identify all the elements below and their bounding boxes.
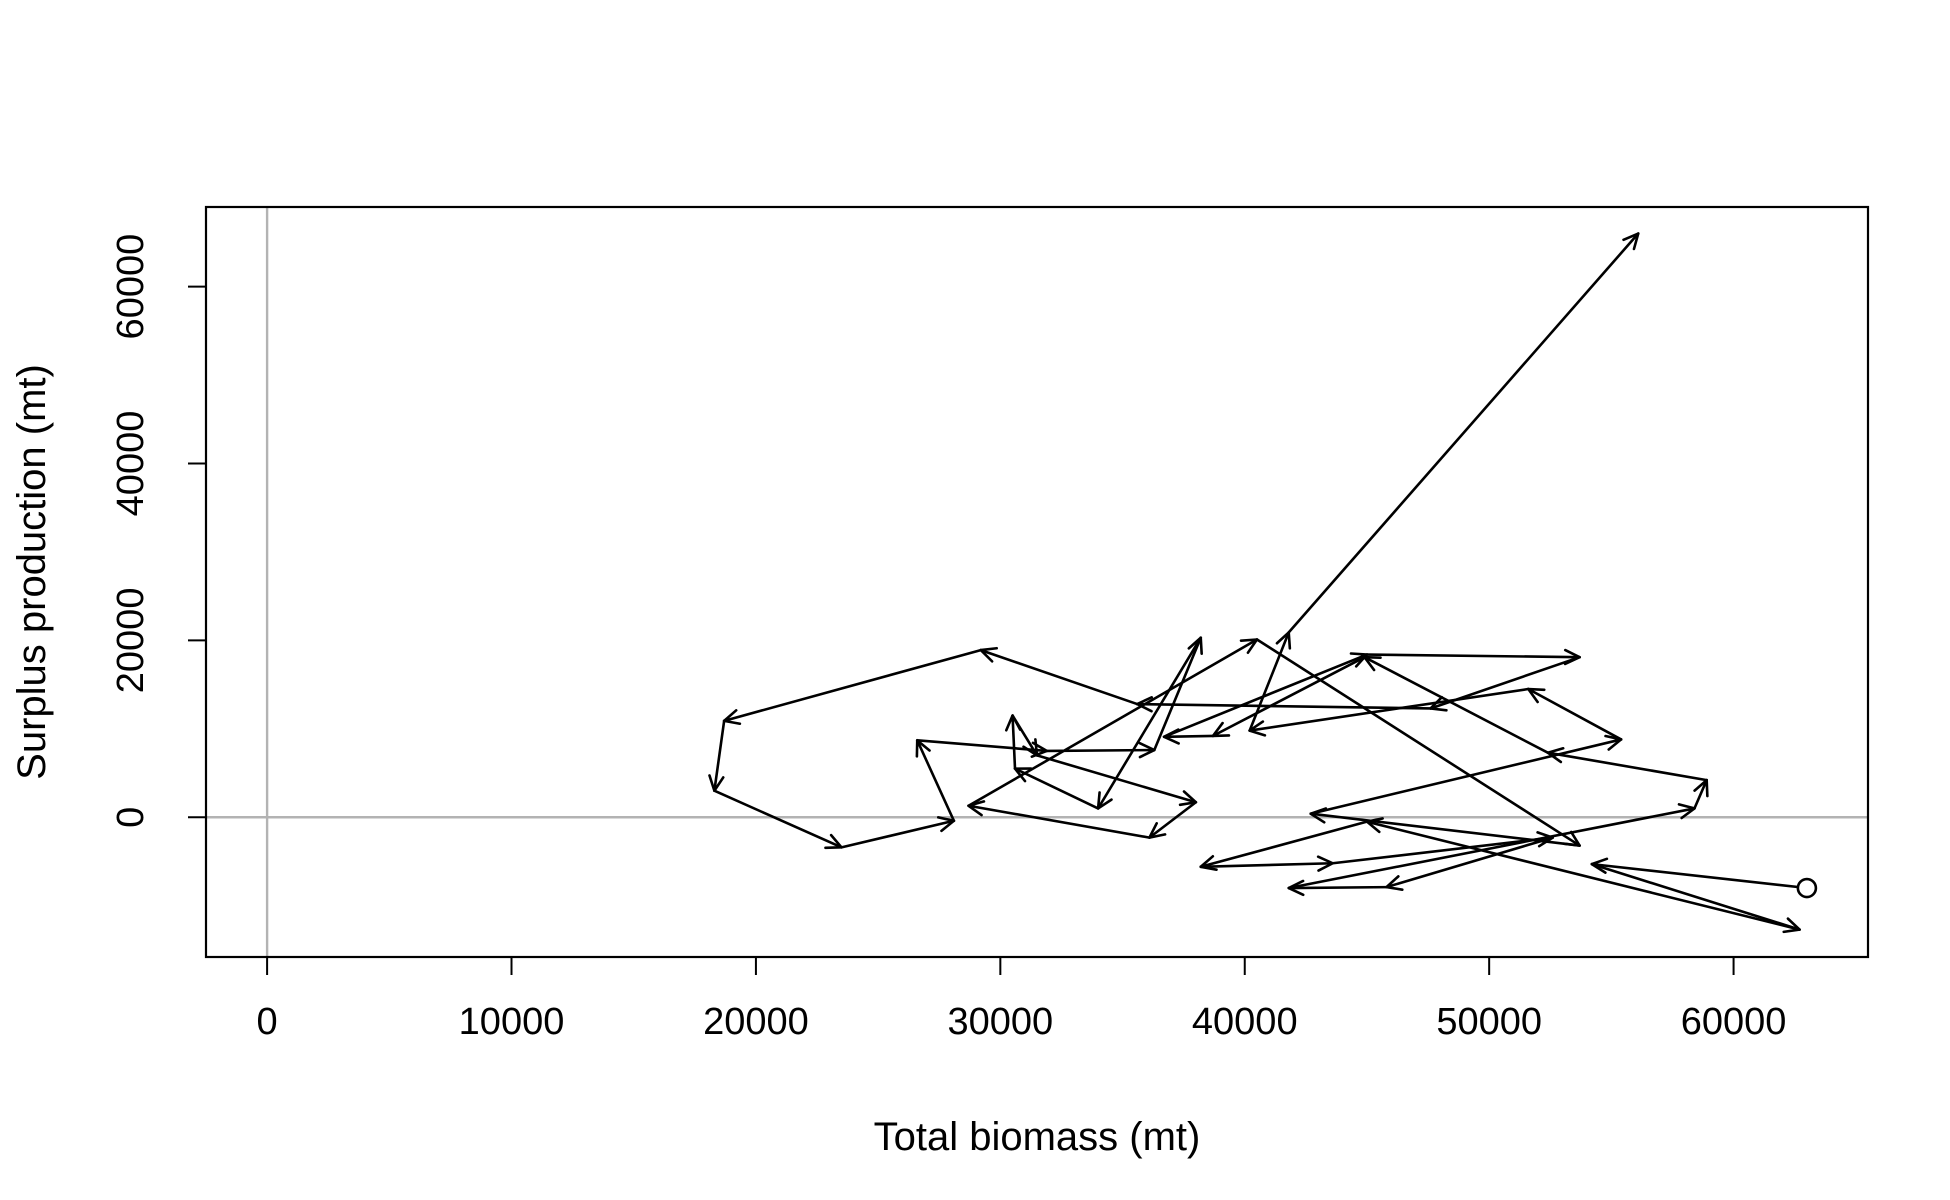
trajectory-segment — [967, 804, 1151, 839]
arrowhead — [1022, 738, 1039, 757]
trajectory-segment — [1199, 820, 1369, 869]
trajectory-segment — [1162, 734, 1215, 739]
trajectory-segment — [915, 739, 956, 823]
trajectory-segment — [1331, 836, 1555, 865]
trajectory-segment — [713, 719, 726, 793]
x-tick-label: 10000 — [459, 1001, 565, 1043]
trajectory-segment — [1011, 714, 1039, 757]
trajectory-segment — [713, 789, 843, 849]
trajectory-series — [708, 232, 1818, 934]
x-axis: 0 10000 20000 30000 40000 50000 60000 — [257, 956, 1787, 1043]
x-tick-label: 50000 — [1436, 1001, 1542, 1043]
x-tick-label: 40000 — [1192, 1001, 1298, 1043]
trajectory-segment — [1287, 807, 1696, 890]
y-tick-label: 40000 — [110, 411, 152, 517]
x-tick-label: 30000 — [948, 1001, 1054, 1043]
trajectory-segment — [1287, 232, 1640, 634]
trajectory-segment — [1035, 754, 1198, 804]
trajectory-segment — [1287, 885, 1388, 890]
trajectory-segment — [1693, 778, 1708, 810]
trajectory-segment — [967, 638, 1259, 808]
trajectory-segment — [1590, 862, 1801, 931]
x-tick-label: 20000 — [703, 1001, 809, 1043]
y-tick-label: 20000 — [110, 588, 152, 694]
trajectory-segment — [1162, 653, 1369, 739]
trajectory-segment — [1096, 636, 1203, 810]
trajectory-segment — [1013, 767, 1100, 810]
trajectory-segment — [1546, 751, 1708, 782]
trajectory-segment — [1526, 687, 1623, 741]
trajectory-segment — [722, 648, 983, 723]
trajectory-segment — [1011, 714, 1017, 770]
trajectory-segment — [1255, 638, 1581, 847]
trajectory-segment — [1365, 653, 1581, 659]
trajectory-segment — [1590, 862, 1809, 890]
trajectory-segment — [979, 648, 1139, 706]
y-tick-label: 60000 — [110, 234, 152, 340]
trajectory-segment — [1248, 687, 1530, 732]
trajectory-segment — [1199, 861, 1335, 869]
trajectory-segment — [1363, 655, 1550, 754]
trajectory-segment — [840, 819, 956, 849]
y-axis: 0 20000 40000 60000 — [110, 234, 207, 828]
trajectory-segment — [1148, 800, 1198, 839]
x-tick-label: 0 — [257, 1001, 278, 1043]
x-axis-title: Total biomass (mt) — [874, 1115, 1201, 1159]
trajectory-segment — [1309, 812, 1581, 847]
trajectory-segment — [1248, 631, 1291, 732]
plot-frame — [204, 205, 1870, 959]
trajectory-segment — [1309, 738, 1623, 816]
trajectory-segment — [1211, 655, 1366, 738]
trajectory-segment — [1385, 836, 1555, 889]
trajectory-segment — [1135, 702, 1432, 710]
trajectory-segment — [1365, 820, 1801, 931]
x-tick-label: 60000 — [1681, 1001, 1787, 1043]
y-tick-label: 0 — [110, 807, 152, 828]
arrowhead — [1622, 232, 1640, 251]
y-axis-title: Surplus production (mt) — [10, 364, 54, 780]
reference-lines — [206, 207, 1868, 957]
start-point-marker — [1796, 877, 1818, 899]
trajectory-segment — [1153, 636, 1203, 752]
